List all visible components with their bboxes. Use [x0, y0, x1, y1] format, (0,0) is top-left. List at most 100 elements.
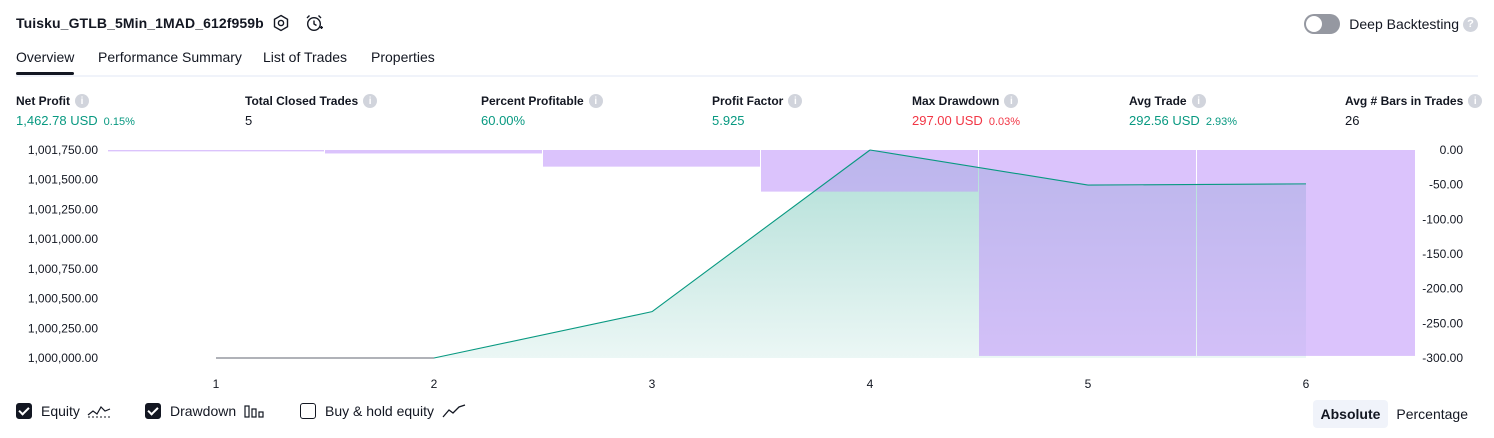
left-tick-label: 1,001,500.00 [28, 173, 98, 187]
buy-hold-line-icon [442, 404, 466, 418]
metric-value: 60.00% [481, 113, 526, 128]
metric-label: Net Profit [16, 94, 70, 108]
x-tick-label: 4 [867, 377, 874, 391]
metric-value: 1,462.78 USD [16, 113, 98, 128]
metric-label: Avg # Bars in Trades [1345, 94, 1464, 108]
left-axis: 1,001,750.00 1,001,500.00 1,001,250.00 1,00… [28, 143, 98, 365]
equity-point[interactable] [868, 148, 872, 152]
drawdown-bar[interactable] [543, 150, 760, 167]
strategy-name: Tuisku_GTLB_5Min_1MAD_612f959b [16, 15, 264, 31]
metric-net-profit: Net Profit i 1,462.78 USD 0.15% [16, 94, 135, 128]
drawdown-bar[interactable] [979, 150, 1196, 356]
drawdown-bar[interactable] [761, 150, 978, 192]
metric-percent-profitable: Percent Profitable i 60.00% [481, 94, 603, 128]
alarm-clock-icon[interactable] [303, 12, 325, 34]
tab-overview[interactable]: Overview [16, 49, 75, 75]
x-tick-label: 5 [1085, 377, 1092, 391]
equity-line-icon [87, 406, 111, 418]
report-header: Tuisku_GTLB_5Min_1MAD_612f959b Deep Back… [16, 12, 1478, 36]
plot-area [108, 148, 1415, 360]
info-icon[interactable]: i [588, 94, 603, 108]
left-tick-label: 1,000,000.00 [28, 351, 98, 365]
metric-label: Profit Factor [712, 94, 784, 108]
equity-line-segment [1087, 183, 1307, 186]
tab-list-of-trades[interactable]: List of Trades [263, 49, 348, 65]
left-tick-label: 1,000,500.00 [28, 292, 98, 306]
metric-value: 26 [1345, 113, 1360, 128]
tab-properties[interactable]: Properties [371, 49, 435, 65]
legend-equity[interactable]: Equity [16, 403, 111, 419]
metric-label: Max Drawdown [912, 94, 1000, 108]
legend-buy-hold-label: Buy & hold equity [325, 403, 434, 419]
left-tick-label: 1,001,250.00 [28, 202, 98, 216]
right-tick-label: -100.00 [1422, 212, 1463, 226]
right-tick-label: -250.00 [1422, 316, 1463, 330]
equity-checkbox[interactable] [16, 403, 32, 419]
info-icon[interactable]: i [1004, 94, 1019, 108]
equity-point[interactable] [1086, 183, 1090, 187]
metric-value: 5 [245, 113, 253, 128]
info-icon[interactable]: i [363, 94, 378, 108]
drawdown-bars-icon [244, 405, 264, 418]
equity-line-segment [433, 311, 653, 359]
deep-backtesting-toggle[interactable] [1304, 14, 1341, 34]
x-tick-label: 3 [649, 377, 656, 391]
metric-avg-bars: Avg # Bars in Trades i 26 [1345, 94, 1483, 128]
legend-equity-label: Equity [41, 403, 80, 419]
legend-drawdown[interactable]: Drawdown [145, 403, 266, 419]
equity-line-segment [651, 149, 871, 313]
metric-percent: 0.03% [988, 116, 1021, 128]
legend-buy-hold-equity[interactable]: Buy & hold equity [300, 403, 466, 419]
value-mode-switch: Absolute Percentage [1312, 400, 1477, 428]
metric-label: Avg Trade [1129, 94, 1187, 108]
metric-value: 5.925 [712, 113, 745, 128]
metric-total-closed-trades: Total Closed Trades i 5 [245, 94, 378, 128]
info-icon[interactable]: i [788, 94, 803, 108]
equity-point[interactable] [650, 310, 654, 314]
drawdown-bar[interactable] [108, 150, 324, 152]
metric-label: Percent Profitable [481, 94, 584, 108]
x-tick-label: 6 [1303, 377, 1310, 391]
percentage-button[interactable]: Percentage [1396, 406, 1468, 422]
info-icon[interactable]: i [75, 94, 89, 108]
x-axis: 1 2 3 4 5 6 [213, 377, 1310, 391]
right-tick-label: -200.00 [1422, 282, 1463, 296]
left-tick-label: 1,000,250.00 [28, 321, 98, 335]
info-icon[interactable]: i [1468, 94, 1483, 108]
help-icon[interactable]: ? [1463, 16, 1478, 32]
deep-backtesting-toggle-group: Deep Backtesting ? [1304, 12, 1478, 36]
right-axis: 0.00 -50.00 -100.00 -150.00 -200.00 -250.00 -3… [1422, 143, 1463, 365]
metric-value: 292.56 USD [1129, 113, 1200, 128]
metric-percent: 0.15% [103, 116, 135, 128]
settings-icon[interactable] [270, 12, 292, 34]
absolute-button[interactable]: Absolute [1312, 400, 1389, 428]
left-tick-label: 1,000,750.00 [28, 262, 98, 276]
equity-drawdown-chart[interactable]: 1,001,750.00 1,001,500.00 1,001,250.00 1,00… [0, 0, 1494, 400]
left-tick-label: 1,001,000.00 [28, 232, 98, 246]
metric-profit-factor: Profit Factor i 5.925 [712, 94, 803, 128]
report-tabs: Overview Performance Summary List of Tra… [16, 45, 1478, 77]
legend-drawdown-label: Drawdown [170, 403, 237, 419]
equity-line-segment [869, 149, 1089, 186]
left-tick-label: 1,001,750.00 [28, 143, 98, 157]
right-tick-label: 0.00 [1440, 143, 1464, 157]
drawdown-checkbox[interactable] [145, 403, 161, 419]
deep-backtesting-label: Deep Backtesting [1349, 16, 1459, 32]
equity-point[interactable] [1304, 182, 1308, 186]
metric-label: Total Closed Trades [245, 94, 359, 108]
right-tick-label: -50.00 [1429, 178, 1463, 192]
x-tick-label: 1 [213, 377, 220, 391]
equity-point[interactable] [214, 356, 218, 360]
metric-max-drawdown: Max Drawdown i 297.00 USD 0.03% [912, 94, 1020, 128]
drawdown-bar[interactable] [1197, 150, 1415, 356]
equity-point[interactable] [432, 356, 436, 360]
drawdown-bar[interactable] [325, 150, 542, 154]
metric-percent: 2.93% [1205, 116, 1238, 128]
info-icon[interactable]: i [1191, 94, 1206, 108]
buy-hold-checkbox[interactable] [300, 403, 316, 419]
metric-avg-trade: Avg Trade i 292.56 USD 2.93% [1129, 94, 1237, 128]
right-tick-label: -150.00 [1422, 247, 1463, 261]
right-tick-label: -300.00 [1422, 351, 1463, 365]
tab-performance-summary[interactable]: Performance Summary [98, 49, 242, 65]
x-tick-label: 2 [431, 377, 438, 391]
